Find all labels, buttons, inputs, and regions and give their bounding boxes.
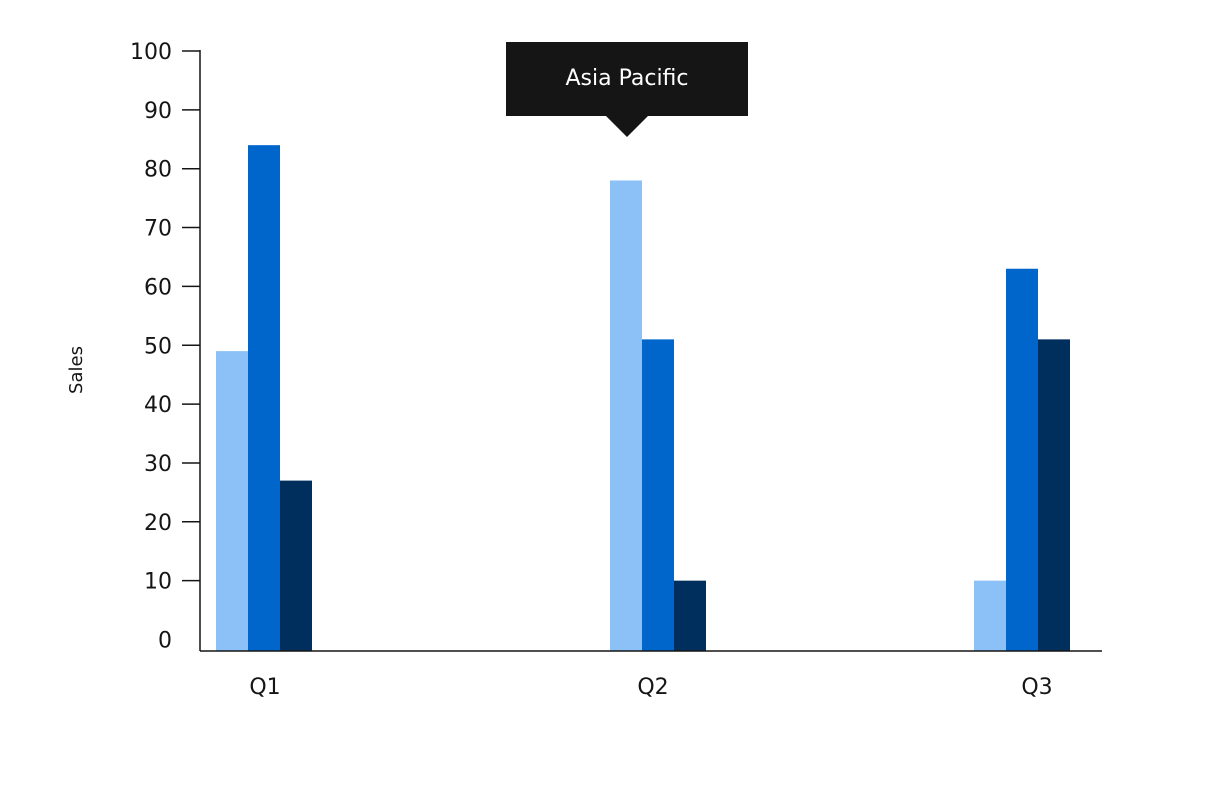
y-tick-label: 70 xyxy=(144,217,172,242)
tooltip-pointer xyxy=(606,116,648,137)
bar-q1-series-2[interactable] xyxy=(248,145,280,651)
x-tick-label: Q1 xyxy=(249,675,280,700)
bar-q2-series-3[interactable] xyxy=(674,580,706,651)
y-tick-label: 0 xyxy=(158,629,172,654)
y-tick-label: 50 xyxy=(144,334,172,359)
tooltip: Asia Pacific xyxy=(506,42,748,137)
y-tick-label: 90 xyxy=(144,99,172,124)
y-axis-title: Sales xyxy=(66,346,87,394)
bar-q3-series-2[interactable] xyxy=(1006,268,1038,651)
y-tick-label: 80 xyxy=(144,158,172,183)
axes xyxy=(199,50,1102,652)
tooltip-text: Asia Pacific xyxy=(565,66,688,91)
y-tick-label: 60 xyxy=(144,275,172,300)
x-axis-labels: Q1 Q2 Q3 xyxy=(249,675,1052,700)
y-axis-title-group: Sales xyxy=(66,346,87,394)
y-tick-label: 40 xyxy=(144,393,172,418)
x-tick-label: Q3 xyxy=(1021,675,1052,700)
y-axis-ticks: 0 10 20 30 40 50 60 70 80 90 100 xyxy=(130,40,200,654)
y-tick-label: 20 xyxy=(144,511,172,536)
x-tick-label: Q2 xyxy=(637,675,668,700)
y-tick-label: 100 xyxy=(130,40,172,65)
bar-q1-series-1[interactable] xyxy=(216,351,248,651)
bar-q1-series-3[interactable] xyxy=(280,480,312,651)
tooltip-box xyxy=(506,42,748,116)
y-tick-label: 10 xyxy=(144,570,172,595)
bars xyxy=(216,145,1070,651)
bar-q2-series-1[interactable] xyxy=(610,180,642,651)
bar-q3-series-1[interactable] xyxy=(974,580,1006,651)
y-tick-label: 30 xyxy=(144,452,172,477)
bar-q2-series-2[interactable] xyxy=(642,339,674,651)
bar-q3-series-3[interactable] xyxy=(1038,339,1070,651)
